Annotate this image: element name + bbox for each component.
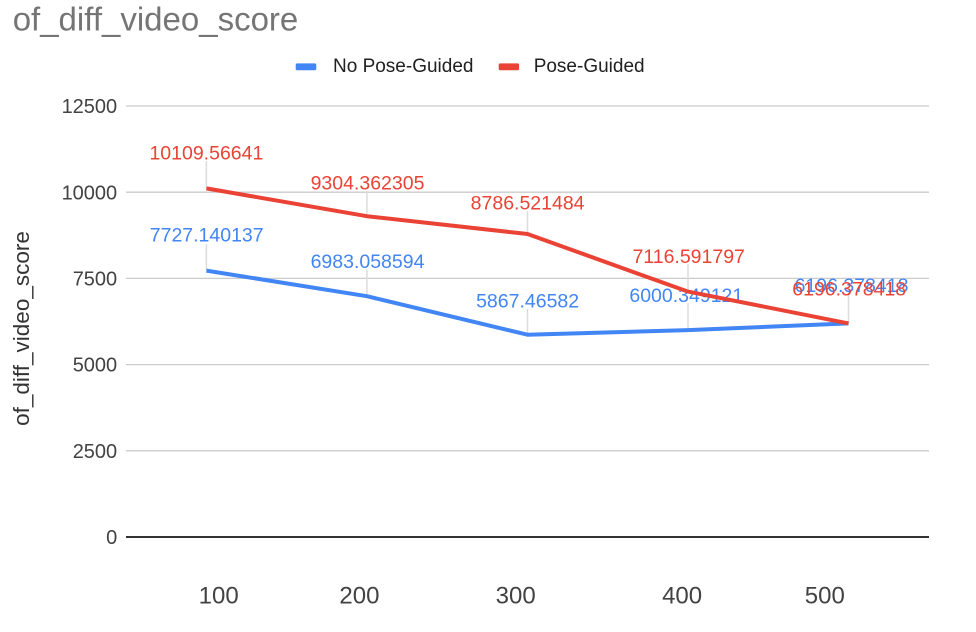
svg-text:7727.140137: 7727.140137: [150, 225, 264, 247]
svg-text:100: 100: [199, 582, 239, 609]
svg-text:6983.058594: 6983.058594: [311, 251, 425, 273]
svg-text:12500: 12500: [62, 96, 118, 118]
svg-text:9304.362305: 9304.362305: [311, 172, 425, 194]
svg-text:6196.378418: 6196.378418: [792, 279, 906, 301]
svg-text:5000: 5000: [73, 355, 118, 377]
svg-text:5867.46582: 5867.46582: [476, 291, 579, 313]
svg-text:of_diff_video_score: of_diff_video_score: [9, 231, 34, 426]
svg-text:7500: 7500: [73, 269, 118, 291]
svg-text:200: 200: [339, 582, 379, 609]
svg-text:10109.56641: 10109.56641: [149, 143, 263, 165]
svg-text:0: 0: [106, 527, 117, 549]
svg-text:10000: 10000: [62, 182, 118, 204]
svg-text:6000.349121: 6000.349121: [629, 285, 743, 307]
svg-text:300: 300: [496, 582, 536, 609]
svg-text:Pose-Guided: Pose-Guided: [534, 56, 645, 77]
svg-text:No Pose-Guided: No Pose-Guided: [333, 56, 473, 77]
svg-text:6196.378418: 6196.378418: [795, 275, 909, 297]
svg-text:7116.591797: 7116.591797: [632, 246, 744, 268]
svg-text:8786.521484: 8786.521484: [471, 193, 585, 215]
svg-text:500: 500: [805, 582, 845, 609]
svg-text:2500: 2500: [73, 441, 118, 463]
svg-text:400: 400: [662, 582, 702, 609]
svg-text:of_diff_video_score: of_diff_video_score: [13, 1, 299, 38]
